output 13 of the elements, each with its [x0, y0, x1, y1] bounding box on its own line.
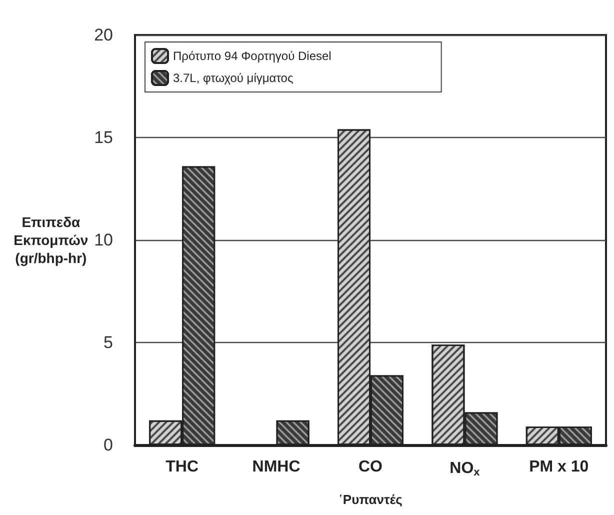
y-tick-label: 5	[104, 333, 113, 352]
x-tick-label: NMHC	[252, 458, 301, 476]
x-axis-title: ῾Ρυπαντές	[338, 492, 403, 507]
y-tick-label: 0	[104, 436, 113, 454]
x-tick-label: PM x 10	[529, 458, 589, 476]
x-tick-label: CO	[358, 458, 382, 476]
y-tick-label: 20	[94, 26, 113, 44]
y-tick-label: 15	[94, 128, 113, 147]
x-tick-label: THC	[166, 458, 199, 476]
legend-label: Πρότυπο 94 Φορτηγού Diesel	[173, 49, 332, 63]
legend-label: 3.7L, φτωχού μίγματος	[173, 71, 294, 85]
y-tick-label: 10	[94, 230, 113, 250]
y-axis-title: Επιπεδα Εκπομπών (gr/bhp-hr)	[14, 214, 88, 266]
